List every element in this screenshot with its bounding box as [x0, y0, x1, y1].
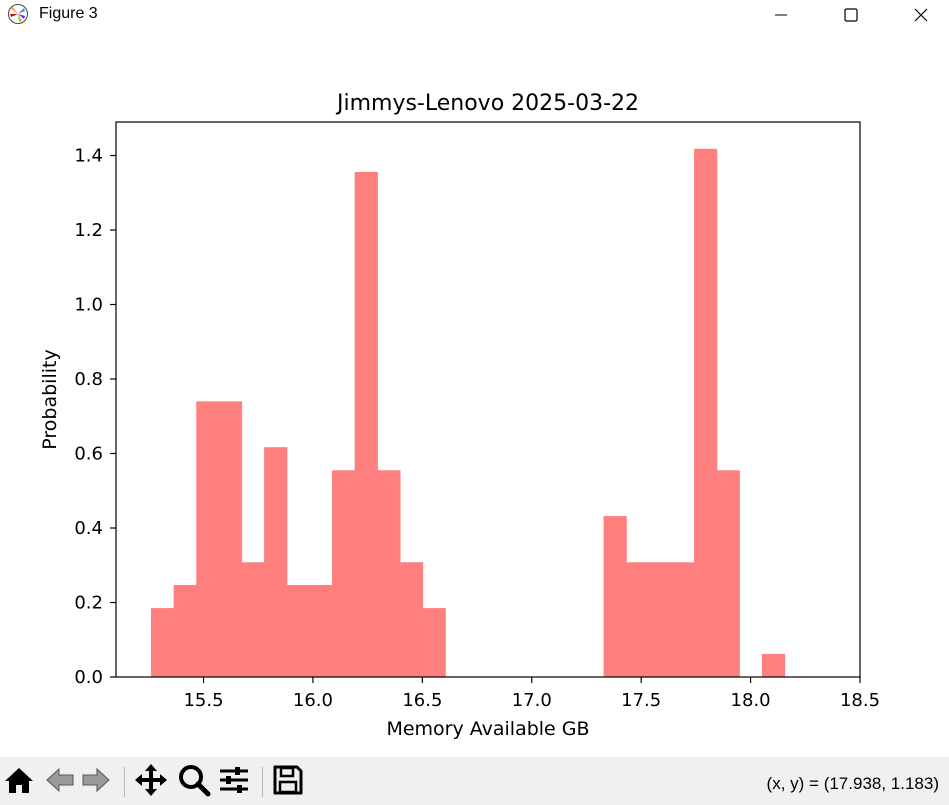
- home-icon: [3, 765, 35, 799]
- x-tick-label: 16.0: [293, 690, 333, 711]
- y-tick-label: 1.2: [74, 220, 103, 241]
- y-tick-label: 1.4: [74, 146, 103, 167]
- histogram-bar: [151, 608, 175, 677]
- histogram-bar: [196, 401, 220, 677]
- sliders-icon: [217, 763, 251, 801]
- histogram-bar: [309, 584, 333, 677]
- histogram-bar: [694, 148, 718, 677]
- save-icon: [272, 764, 304, 800]
- histogram-bar: [648, 562, 673, 677]
- x-tick-label: 18.0: [731, 690, 771, 711]
- y-tick-label: 0.8: [74, 369, 103, 390]
- axes-frame: [115, 121, 861, 678]
- histogram-bar: [286, 584, 310, 677]
- configure-subplots-button[interactable]: [216, 765, 252, 799]
- chart-title: Jimmys-Lenovo 2025-03-22: [335, 91, 639, 116]
- back-arrow-icon: [44, 765, 76, 799]
- cursor-coordinates: (x, y) = (17.938, 1.183): [766, 774, 939, 793]
- x-tick-label: 16.5: [402, 690, 442, 711]
- histogram-bar: [716, 470, 740, 677]
- forward-arrow-icon: [80, 765, 112, 799]
- matplotlib-icon: [7, 3, 29, 25]
- histogram-chart: 15.5 16.0 16.5 17.0 17.5 18.0 18.5 0.00.20.40.…: [39, 91, 880, 740]
- y-tick-label: 1.0: [74, 295, 103, 316]
- maximize-icon: [843, 7, 859, 23]
- histogram-bar: [761, 653, 786, 677]
- histogram-bar: [218, 401, 243, 677]
- minimize-button[interactable]: [758, 0, 804, 30]
- y-tick-label: 0.6: [74, 444, 103, 465]
- toolbar-separator: [124, 767, 125, 797]
- y-tick-label: 0.0: [74, 667, 103, 688]
- forward-button[interactable]: [78, 765, 114, 799]
- home-button[interactable]: [1, 765, 37, 799]
- maximize-button[interactable]: [828, 0, 874, 30]
- figure-canvas[interactable]: 15.5 16.0 16.5 17.0 17.5 18.0 18.5 0.0 0.2 0.4 0.…: [0, 30, 949, 757]
- histogram-bar: [377, 470, 401, 677]
- zoom-icon: [177, 763, 211, 801]
- histogram-bar: [332, 470, 356, 677]
- x-tick-label: 17.5: [621, 690, 661, 711]
- histogram-bar: [626, 562, 650, 677]
- navigation-toolbar: (x, y) = (17.938, 1.183): [0, 757, 949, 805]
- close-icon: [913, 7, 929, 23]
- histogram-bar: [264, 447, 288, 677]
- histogram-bar: [354, 171, 378, 677]
- title-bar: Figure 3: [0, 0, 949, 30]
- toolbar-separator: [262, 767, 263, 797]
- back-button[interactable]: [42, 765, 78, 799]
- histogram-bar: [399, 562, 424, 677]
- histogram-bar: [173, 584, 197, 677]
- x-ticks: 15.5 16.0 16.5 17.0 17.5 18.0 18.5: [183, 677, 880, 711]
- pan-button[interactable]: [133, 763, 169, 801]
- minimize-icon: [773, 7, 789, 23]
- close-button[interactable]: [898, 0, 944, 30]
- x-tick-label: 17.0: [512, 690, 552, 711]
- x-tick-label: 18.5: [840, 690, 880, 711]
- x-axis-label: Memory Available GB: [386, 718, 589, 740]
- save-button[interactable]: [270, 765, 306, 799]
- bars-group: [151, 148, 786, 677]
- histogram-bar: [422, 608, 446, 677]
- histogram-bar: [603, 516, 627, 677]
- x-tick-label: 15.5: [183, 690, 223, 711]
- y-ticks: 0.0 0.2 0.4 0.6 0.8 1.0 1.2 1.4: [74, 146, 116, 688]
- zoom-button[interactable]: [176, 765, 212, 799]
- histogram-bar: [671, 562, 695, 677]
- y-tick-label: 0.4: [74, 518, 103, 539]
- y-axis-label: Probability: [39, 349, 61, 449]
- pan-icon: [134, 763, 168, 801]
- y-tick-label: 0.2: [74, 593, 103, 614]
- histogram-bar: [241, 562, 265, 677]
- window-title: Figure 3: [39, 5, 98, 22]
